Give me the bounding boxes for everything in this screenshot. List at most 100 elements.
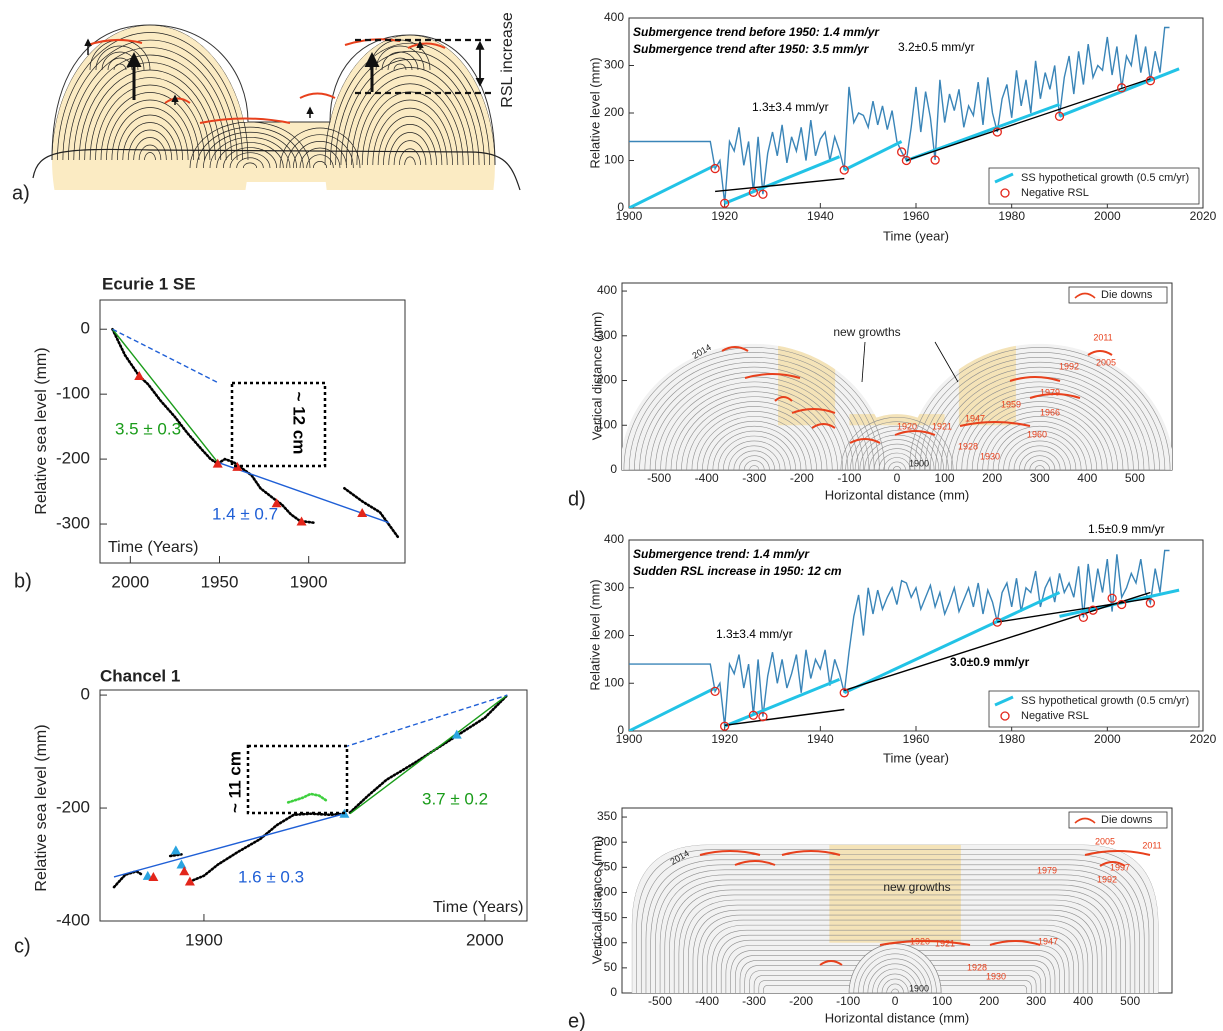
y-tick-label: 350 [597,809,617,823]
annotation: new growths [883,880,950,894]
die-down [879,940,971,946]
marker [1117,83,1127,93]
growth-ring [840,416,954,470]
y-tick-label: -200 [56,449,90,468]
legend-label: SS hypothetical growth (0.5 cm/yr) [1021,695,1189,707]
annotation: Sudden RSL increase in 1950: 12 cm [633,564,842,578]
growth-line [399,148,421,166]
year-label: 1966 [1040,407,1060,417]
growth-line [111,107,189,161]
growth-ring [702,421,807,470]
x-axis-label: Horizontal distance (mm) [825,487,970,502]
x-tick-label: 100 [935,471,955,485]
y-tick-label: 400 [604,10,624,24]
panel-label: a) [12,182,30,204]
y-tick-label: 100 [597,417,617,431]
x-tick-label: 300 [1026,994,1046,1008]
year-label: 1992 [1097,874,1117,884]
growth-ring [876,973,914,993]
year-label: 1920 [910,936,930,946]
legend-swatch [1000,188,1010,198]
growth-ring [850,426,944,470]
growth-line [345,67,475,166]
y-tick-label: -400 [56,910,90,929]
year-label: 1928 [967,962,987,972]
x-tick-label: 200 [979,994,999,1008]
x-tick-label: 1950 [201,572,239,591]
marker [992,617,1002,627]
die-down [1029,393,1081,399]
year-label: 1921 [932,421,952,431]
annotation: ~ 11 cm [225,751,244,813]
growth-ring [681,401,828,470]
growth-line [356,83,464,166]
x-tick-label: -300 [742,994,766,1008]
marker [184,876,195,886]
growth-ring [717,435,791,470]
x-tick-label: 1900 [290,572,328,591]
x-tick-label: 1900 [185,930,223,949]
y-tick-label: 400 [604,532,624,546]
y-tick-label: 100 [604,153,624,167]
x-tick-label: 500 [1120,994,1140,1008]
marker [451,729,462,739]
plot-area [99,299,406,564]
marker [1107,593,1117,603]
pointer-line [934,341,959,383]
growth-ring [1029,460,1051,470]
dashed-box [230,381,327,468]
growth-line [383,124,437,166]
annotation: RSL increase [499,12,516,108]
marker [170,845,181,855]
marker [748,710,759,720]
series-line [286,792,329,804]
die-down [781,850,841,856]
y-tick-label: 50 [604,960,618,974]
pointer-line [861,341,866,383]
y-tick-label: 0 [81,319,90,338]
dashed-box [246,744,349,815]
growth-ring [950,386,1129,470]
growth-ring [909,347,1171,470]
y-tick-label: 0 [617,200,624,214]
growth-line [113,63,127,71]
y-axis-label: Vertical distance (mm) [589,312,604,441]
y-tick-label: 300 [597,834,617,848]
growth-ring [660,381,849,470]
year-label: 2005 [1095,836,1115,846]
series-line [113,813,345,878]
growth-ring [864,439,930,470]
growth-line [52,25,249,161]
y-tick-label: 200 [604,628,624,642]
y-tick-label: -300 [56,514,90,533]
growth-ring [623,347,885,470]
die-down [849,438,881,444]
die-down [774,396,793,402]
growth-ring [631,844,1159,993]
x-tick-label: 2000 [466,930,504,949]
growth-line [62,39,238,161]
legend-label: Negative RSL [1021,187,1089,199]
marker [212,458,223,468]
y-tick-label: 0 [81,685,90,704]
x-tick-label: -500 [647,471,671,485]
year-label: 1979 [1040,387,1060,397]
growth-line [209,136,291,169]
x-tick-label: 500 [1125,471,1145,485]
x-tick-label: -300 [742,471,766,485]
growth-ring [670,391,838,470]
x-axis-label: Time (Years) [433,899,523,916]
marker [758,189,768,199]
y-tick-label: 300 [604,580,624,594]
y-tick-label: 200 [597,885,617,899]
growth-line [393,140,427,166]
growth-ring [644,366,864,470]
growth-ring [659,874,1131,993]
die-down [1009,376,1061,382]
growth-line [306,154,334,169]
y-tick-label: 300 [604,58,624,72]
die-down [1084,850,1151,856]
growth-ring [678,894,1112,993]
year-label: 1947 [965,413,985,423]
year-label: 2011 [1142,840,1161,850]
